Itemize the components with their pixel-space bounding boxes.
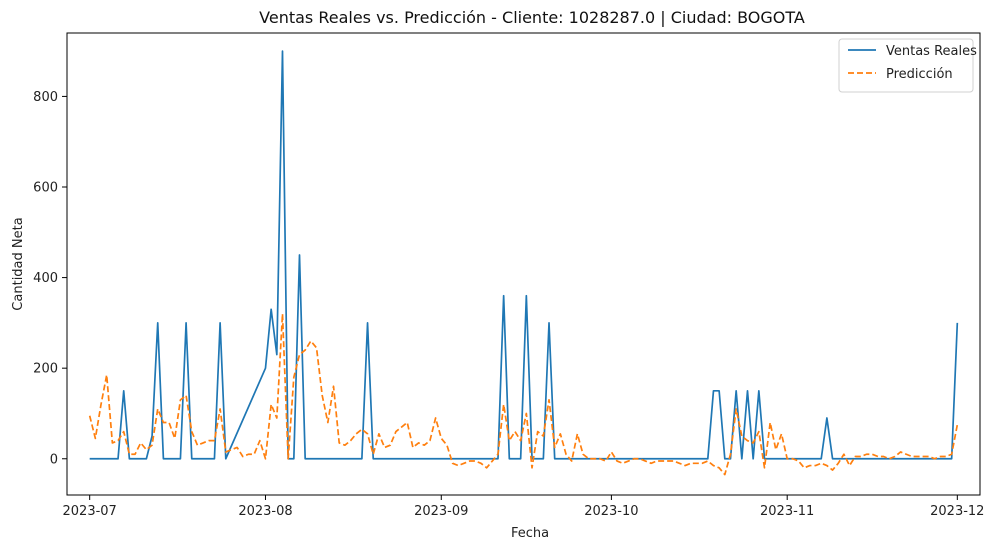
y-tick-label: 0	[50, 452, 58, 467]
series-layer	[88, 50, 959, 476]
x-tick-label: 2023-07	[63, 504, 117, 519]
series-line-prediccion	[88, 312, 959, 476]
plot-frame	[66, 32, 981, 496]
x-tick-label: 2023-11	[760, 504, 814, 519]
y-tick-label: 200	[33, 362, 58, 377]
y-axis-label: Cantidad Neta	[11, 217, 26, 310]
legend-box	[838, 38, 974, 93]
y-axis-ticks: 0 200 400 600 800	[33, 90, 67, 467]
x-tick-label: 2023-09	[414, 504, 468, 519]
y-tick-label: 800	[33, 90, 58, 105]
x-tick-label: 2023-08	[238, 504, 292, 519]
x-tick-label: 2023-10	[584, 504, 638, 519]
series-line-ventas-reales	[89, 50, 959, 460]
x-tick-label: 2023-12	[930, 504, 984, 519]
legend-label-ventas-reales: Ventas Reales	[886, 44, 977, 59]
y-tick-label: 400	[33, 271, 58, 286]
legend-label-prediccion: Predicción	[886, 67, 953, 82]
x-axis-ticks: 2023-07 2023-08 2023-09 2023-10 2023-11 2023-…	[63, 495, 984, 519]
y-tick-label: 600	[33, 181, 58, 196]
chart-title: Ventas Reales vs. Predicción - Cliente: …	[259, 8, 805, 27]
legend: Ventas Reales Predicción	[838, 38, 977, 93]
x-axis-label: Fecha	[511, 526, 549, 541]
